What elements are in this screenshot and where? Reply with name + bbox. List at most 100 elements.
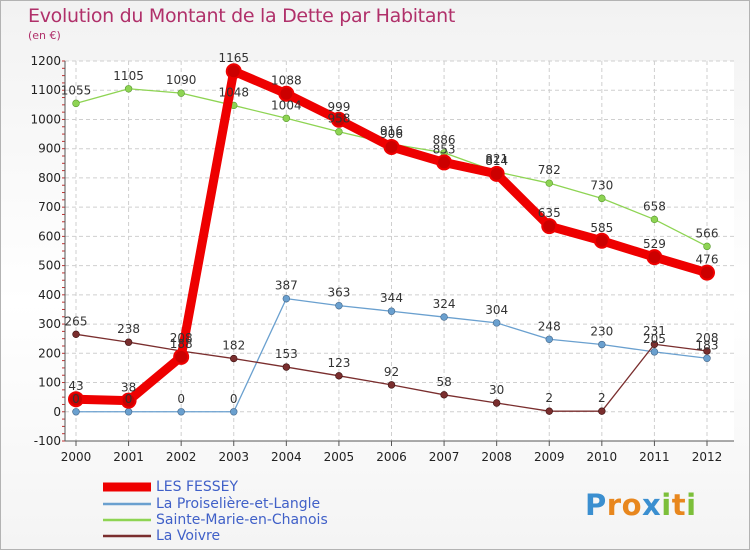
y-tick-label: 1200 [30, 54, 61, 68]
x-tick-label: 2007 [429, 450, 460, 464]
series-point-0 [646, 249, 663, 266]
series-point-3 [124, 338, 133, 346]
data-label: 853 [433, 142, 456, 156]
series-point-3 [72, 330, 80, 339]
x-tick-label: 2006 [376, 450, 407, 464]
data-label: 1088 [271, 74, 302, 88]
series-point-0 [488, 165, 505, 182]
chart-title: Evolution du Montant de la Dette par Hab… [28, 5, 456, 27]
logo-letter: r [606, 488, 622, 522]
series-point-1 [650, 348, 659, 356]
data-label: 585 [590, 221, 613, 235]
x-tick-label: 2008 [481, 450, 512, 464]
data-label: 238 [117, 322, 140, 336]
data-label: 916 [380, 124, 403, 138]
series-point-0 [68, 391, 84, 408]
data-label: 265 [65, 314, 88, 328]
series-point-3 [387, 381, 396, 389]
proxiti-logo: Proxiti [585, 488, 697, 522]
logo-letter: x [642, 488, 662, 522]
y-tick-label: 100 [38, 376, 61, 390]
data-label: 476 [696, 253, 719, 267]
y-tick-label: -100 [34, 434, 61, 448]
data-label: 529 [643, 237, 666, 251]
data-label: 1055 [61, 83, 92, 97]
data-label: 183 [696, 338, 719, 352]
data-label: 730 [590, 178, 613, 192]
data-label: 38 [121, 381, 136, 395]
y-tick-label: 400 [38, 288, 61, 302]
y-tick-label: 0 [53, 405, 61, 419]
y-tick-label: 1000 [30, 112, 61, 126]
series-point-1 [703, 354, 711, 362]
x-tick-label: 2005 [324, 450, 355, 464]
series-point-1 [177, 408, 185, 416]
data-label: 886 [433, 133, 456, 147]
series-point-2 [703, 242, 711, 251]
series-point-3 [650, 340, 659, 348]
data-label: 188 [170, 337, 193, 351]
data-label: 208 [696, 331, 719, 345]
series-point-2 [124, 85, 133, 93]
series-point-0 [541, 218, 558, 235]
x-tick-label: 2001 [113, 450, 144, 464]
data-label: 123 [327, 356, 350, 370]
y-tick-label: 200 [38, 346, 61, 360]
data-label: 43 [68, 379, 83, 393]
series-point-0 [383, 138, 400, 155]
data-label: 344 [380, 291, 403, 305]
data-label: 782 [538, 163, 561, 177]
series-point-1 [492, 319, 501, 327]
x-tick-label: 2002 [166, 450, 197, 464]
data-label: 0 [125, 392, 133, 406]
logo-letter: i [661, 488, 672, 522]
data-label: 635 [538, 206, 561, 220]
x-tick-label: 2004 [271, 450, 302, 464]
y-tick-label: 500 [38, 259, 61, 273]
legend-entry: La Proiselière-et-Langle [156, 496, 320, 512]
series-point-3 [440, 391, 448, 399]
data-label: 58 [436, 375, 451, 389]
series-point-0 [120, 392, 137, 409]
logo-letter: t [671, 488, 687, 522]
data-label: 231 [643, 324, 666, 338]
chart-subtitle: (en €) [28, 29, 61, 42]
y-tick-label: 700 [38, 200, 61, 214]
data-label: 0 [177, 392, 185, 406]
data-label: 230 [590, 325, 613, 339]
series-point-0 [330, 111, 347, 128]
data-label: 999 [327, 100, 350, 114]
series-point-2 [598, 194, 606, 203]
data-label: 363 [327, 286, 350, 300]
data-label: 92 [384, 365, 399, 379]
data-label: 1004 [271, 98, 302, 112]
series-point-0 [173, 348, 190, 365]
series-point-3 [598, 407, 606, 415]
logo-letter: o [621, 488, 643, 522]
series-point-3 [703, 347, 711, 355]
series-point-2 [282, 114, 291, 122]
x-tick-label: 2003 [218, 450, 249, 464]
data-label: 30 [489, 383, 504, 397]
series-point-1 [440, 313, 448, 321]
data-label: 0 [230, 392, 238, 406]
series-point-1 [598, 340, 606, 349]
series-point-1 [72, 408, 80, 416]
series-point-1 [545, 335, 553, 343]
data-label: 304 [485, 303, 508, 317]
data-label: 182 [222, 339, 245, 353]
data-label: 2 [545, 391, 553, 405]
series-point-0 [436, 154, 453, 171]
series-point-2 [335, 128, 343, 136]
y-tick-label: 300 [38, 317, 61, 331]
series-point-0 [593, 232, 610, 249]
legend-entry: La Voivre [156, 528, 220, 544]
data-label: 2 [598, 391, 606, 405]
series-point-1 [387, 307, 396, 315]
x-tick-label: 2009 [534, 450, 565, 464]
data-label: 324 [433, 297, 456, 311]
series-point-0 [699, 264, 715, 281]
logo-letter: P [585, 488, 607, 522]
series-point-2 [177, 89, 185, 97]
